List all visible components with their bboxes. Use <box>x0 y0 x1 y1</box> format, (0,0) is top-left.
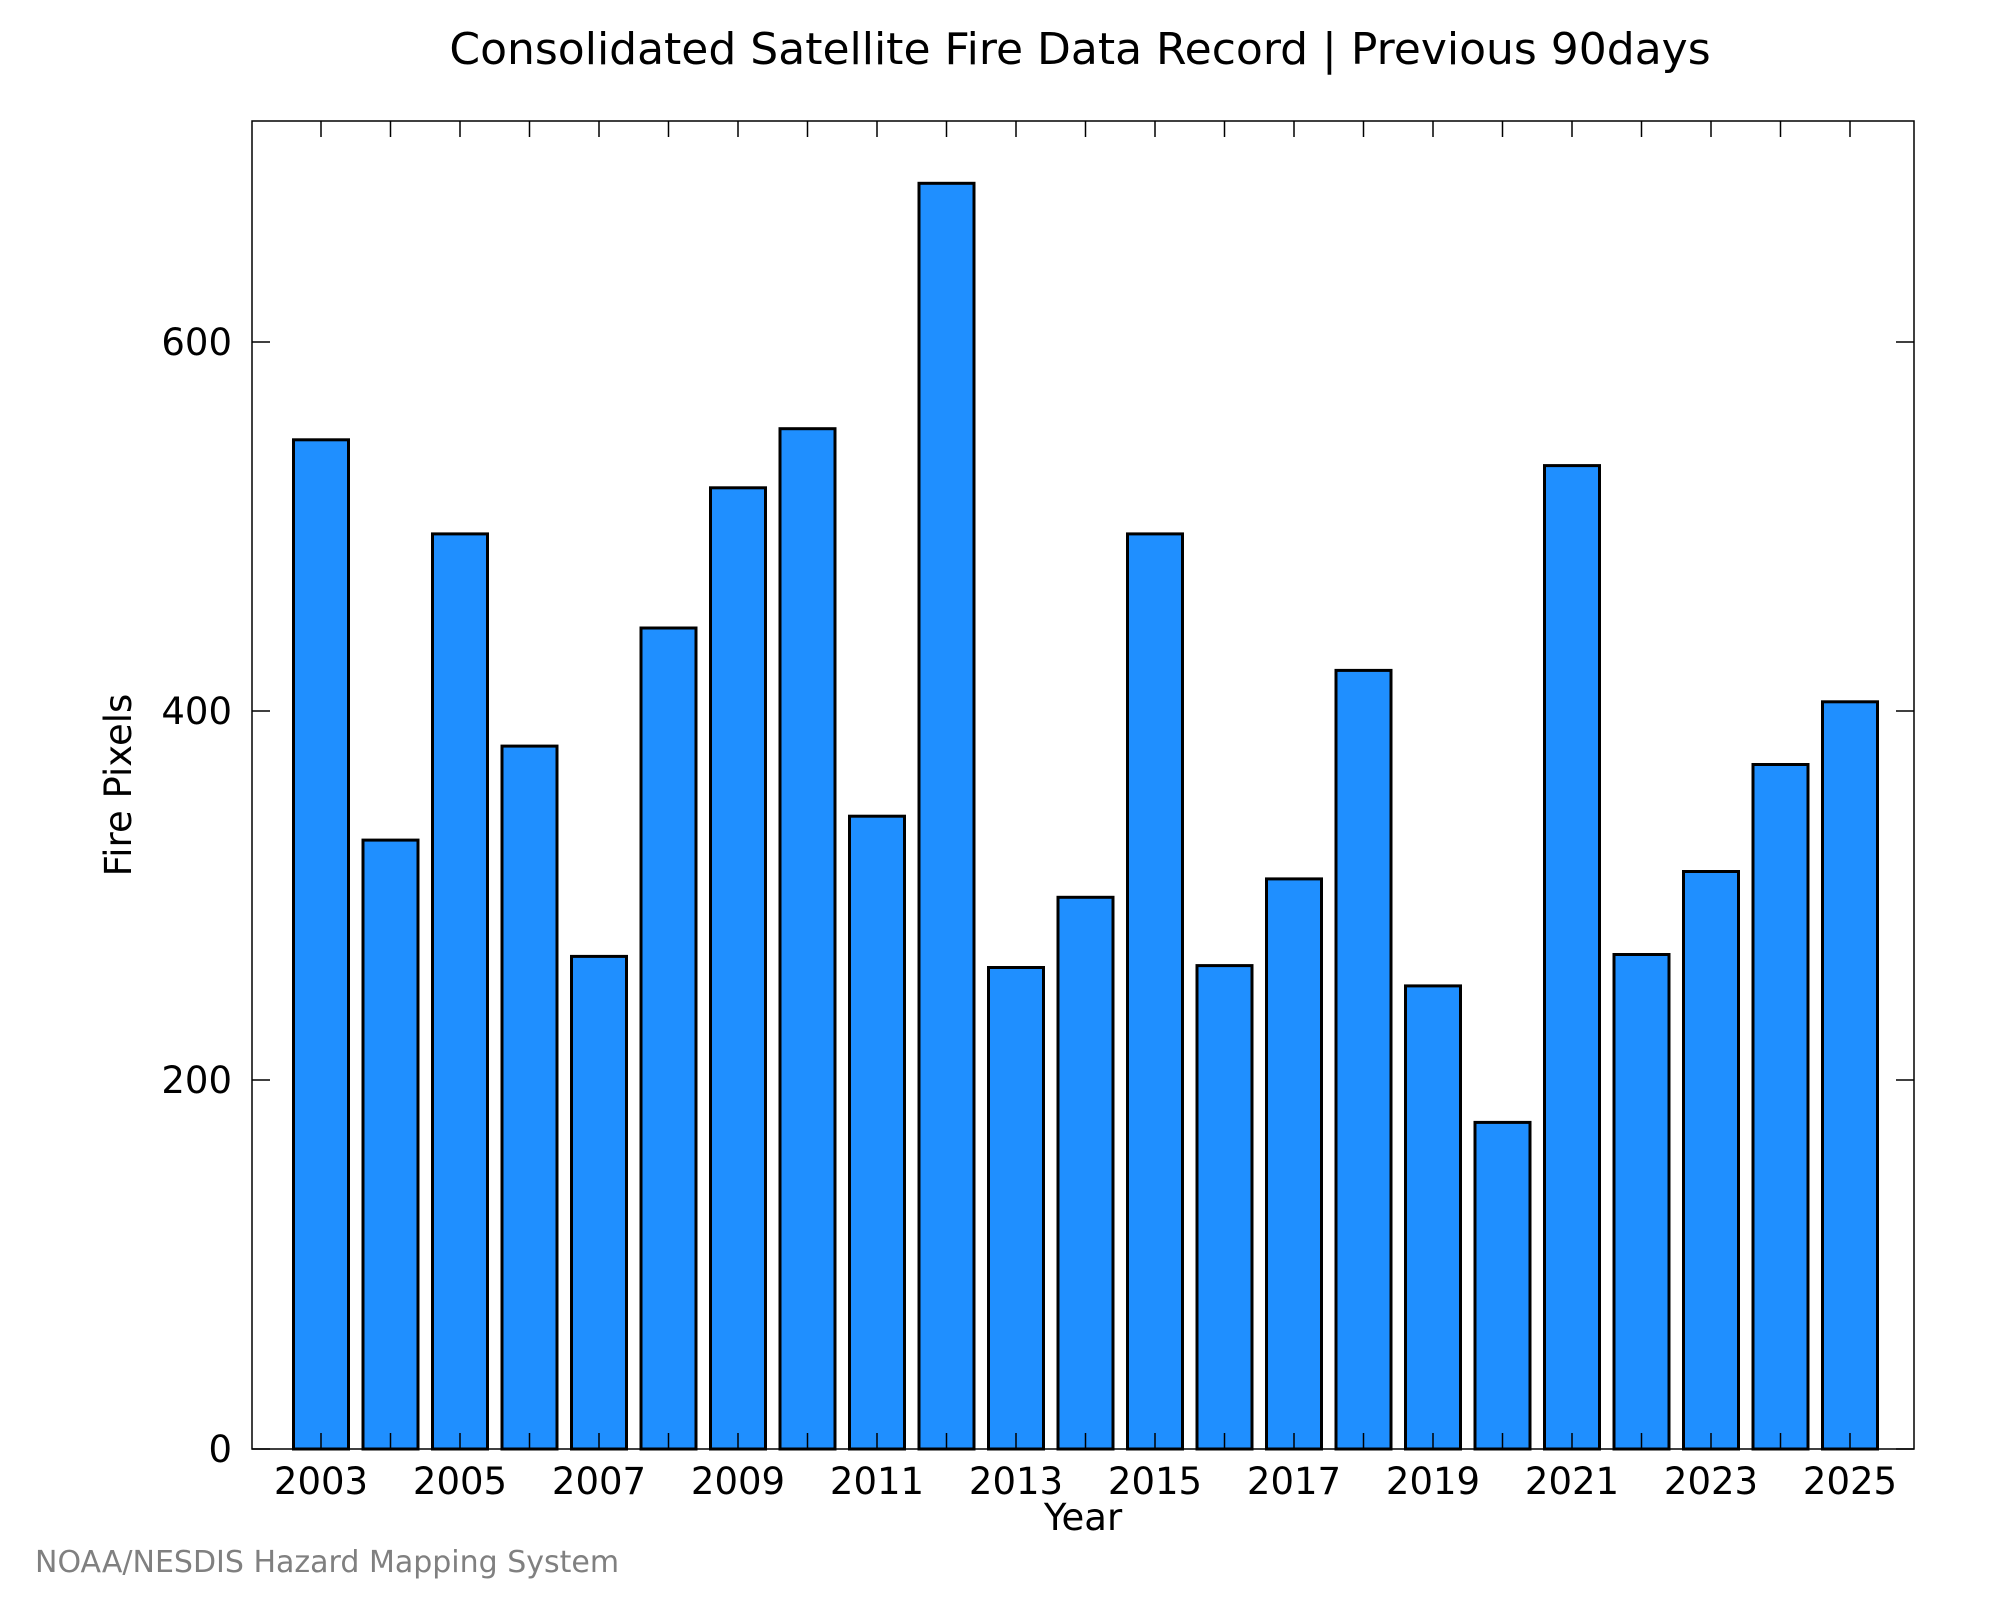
ticks-group <box>252 121 1914 1450</box>
x-tick-label-2023: 2023 <box>1664 1460 1758 1503</box>
bar-2023 <box>1682 870 1740 1451</box>
bar-2007 <box>570 954 628 1451</box>
bar-2024 <box>1751 763 1810 1451</box>
y-tick-label-400: 400 <box>161 690 232 733</box>
y-tick-label-600: 600 <box>161 321 232 364</box>
x-tick-labels: 2003 2005 2007 2009 2011 2013 2015 2017 2019 2021… <box>274 1460 1897 1503</box>
bar-2019 <box>1404 984 1462 1451</box>
x-tick-label-2003: 2003 <box>274 1460 368 1503</box>
x-tick-label-2005: 2005 <box>413 1460 507 1503</box>
bar-2013 <box>987 966 1045 1451</box>
x-tick-label-2025: 2025 <box>1803 1460 1897 1503</box>
bars-group <box>292 181 1879 1451</box>
bar-2008 <box>639 626 698 1451</box>
bar-2015 <box>1126 532 1184 1451</box>
credit-text: NOAA/NESDIS Hazard Mapping System <box>35 1545 619 1580</box>
x-tick-label-2013: 2013 <box>969 1460 1063 1503</box>
x-axis-label: Year <box>1043 1496 1123 1539</box>
y-tick-labels: 0 200 400 600 <box>161 321 232 1471</box>
plot-frame <box>251 120 1915 1450</box>
bar-2010 <box>778 427 837 1451</box>
x-tick-label-2019: 2019 <box>1386 1460 1480 1503</box>
x-tick-label-2011: 2011 <box>830 1460 924 1503</box>
bar-2005 <box>431 532 489 1451</box>
bar-2012 <box>917 181 976 1451</box>
bar-2022 <box>1612 953 1671 1451</box>
bar-2018 <box>1334 668 1393 1451</box>
x-tick-label-2015: 2015 <box>1108 1460 1202 1503</box>
bar-2009 <box>709 486 767 1451</box>
bar-2020 <box>1473 1120 1532 1451</box>
x-tick-label-2007: 2007 <box>552 1460 646 1503</box>
bar-2003 <box>292 438 350 1451</box>
bar-2017 <box>1265 877 1323 1451</box>
x-tick-label-2017: 2017 <box>1247 1460 1341 1503</box>
bar-2025 <box>1821 700 1879 1451</box>
y-axis-label: Fire Pixels <box>97 694 140 877</box>
bar-2011 <box>848 814 906 1451</box>
x-tick-label-2021: 2021 <box>1525 1460 1619 1503</box>
x-tick-label-2009: 2009 <box>691 1460 785 1503</box>
bar-2021 <box>1543 464 1601 1451</box>
chart-title: Consolidated Satellite Fire Data Record … <box>449 24 1710 75</box>
bar-2016 <box>1195 964 1254 1451</box>
bar-2004 <box>361 838 420 1451</box>
y-tick-label-200: 200 <box>161 1059 232 1102</box>
y-tick-label-0: 0 <box>208 1428 232 1471</box>
bar-2014 <box>1056 895 1115 1451</box>
bar-2006 <box>500 744 559 1451</box>
